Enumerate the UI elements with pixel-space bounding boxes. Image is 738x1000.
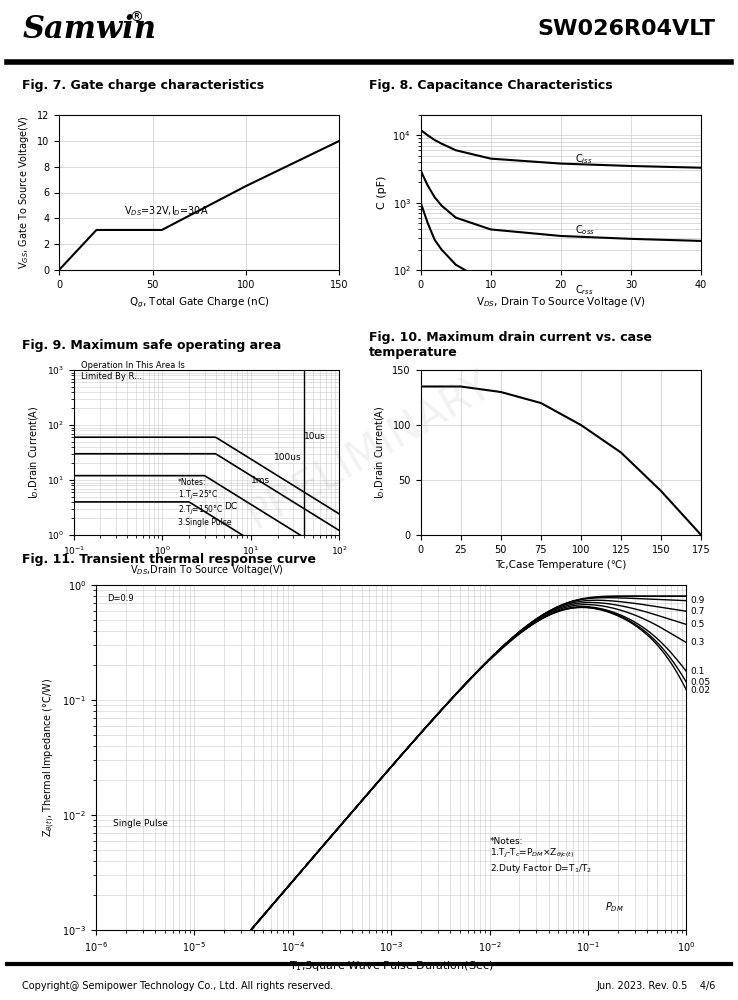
Single Pulse (627, 590, 635, 602)
Text: 1ms: 1ms (251, 476, 270, 485)
Text: Jun. 2023. Rev. 0.5    4/6: Jun. 2023. Rev. 0.5 4/6 (596, 981, 716, 991)
Text: PRELIMINARY: PRELIMINARY (239, 363, 499, 537)
Text: Fig. 11. Transient thermal response curve: Fig. 11. Transient thermal response curv… (22, 554, 316, 566)
Text: C$_{rss}$: C$_{rss}$ (575, 283, 593, 297)
Text: Fig. 10. Maximum drain current vs. case
temperature: Fig. 10. Maximum drain current vs. case … (369, 331, 652, 359)
Text: 0.02: 0.02 (691, 686, 711, 695)
Text: $P_{DM}$: $P_{DM}$ (605, 900, 624, 914)
X-axis label: Q$_g$, Total Gate Charge (nC): Q$_g$, Total Gate Charge (nC) (129, 295, 269, 310)
X-axis label: V$_{DS}$, Drain To Source Voltage (V): V$_{DS}$, Drain To Source Voltage (V) (476, 295, 646, 309)
Text: V$_{DS}$=32V,I$_D$=30A: V$_{DS}$=32V,I$_D$=30A (125, 204, 209, 218)
X-axis label: Tc,Case Temperature (℃): Tc,Case Temperature (℃) (495, 560, 627, 570)
Text: 0.9: 0.9 (691, 596, 705, 605)
Y-axis label: I$_D$,Drain Current(A): I$_D$,Drain Current(A) (373, 406, 387, 499)
Line: Single Pulse: Single Pulse (96, 596, 686, 1000)
Text: SW026R04VLT: SW026R04VLT (538, 19, 716, 39)
Single Pulse (453, 687, 462, 699)
Text: 0.7: 0.7 (691, 607, 705, 616)
Text: 0.3: 0.3 (691, 638, 705, 647)
Text: Samwin: Samwin (22, 14, 156, 45)
Text: 10us: 10us (304, 432, 326, 441)
Text: D=0.9: D=0.9 (107, 594, 134, 603)
Text: C$_{iss}$: C$_{iss}$ (575, 152, 593, 166)
Text: 100us: 100us (274, 453, 301, 462)
Text: Fig. 8. Capacitance Characteristics: Fig. 8. Capacitance Characteristics (369, 79, 613, 92)
Single Pulse (682, 590, 691, 602)
Y-axis label: I$_D$,Drain Current(A): I$_D$,Drain Current(A) (28, 406, 41, 499)
Text: 0.05: 0.05 (691, 678, 711, 687)
Single Pulse (589, 591, 598, 603)
Text: Fig. 7. Gate charge characteristics: Fig. 7. Gate charge characteristics (22, 79, 264, 92)
Y-axis label: Z$_{\theta(t)}$, Thermal Impedance (°C/W): Z$_{\theta(t)}$, Thermal Impedance (°C/W… (41, 678, 57, 837)
Single Pulse (441, 699, 450, 711)
Text: *Notes:
1.T$_J$-T$_c$=P$_{DM}$×Z$_{θjc(t)}$
2.Duty Factor D=T$_1$/T$_2$: *Notes: 1.T$_J$-T$_c$=P$_{DM}$×Z$_{θjc(t… (489, 837, 592, 875)
X-axis label: V$_{DS}$,Drain To Source Voltage(V): V$_{DS}$,Drain To Source Voltage(V) (130, 563, 283, 577)
Text: 0.5: 0.5 (691, 620, 705, 629)
Text: Operation In This Area Is
Limited By R...: Operation In This Area Is Limited By R..… (81, 361, 184, 381)
Y-axis label: C (pF): C (pF) (377, 176, 387, 209)
Single Pulse (443, 697, 452, 709)
Text: Fig. 9. Maximum safe operating area: Fig. 9. Maximum safe operating area (22, 338, 281, 352)
Text: Single Pulse: Single Pulse (113, 819, 168, 828)
Text: *Notes:
1.T$_J$=25°C
2.T$_J$=150°C
3.Single Pulse: *Notes: 1.T$_J$=25°C 2.T$_J$=150°C 3.Sin… (178, 478, 232, 527)
Text: DC: DC (224, 502, 238, 511)
Text: C$_{oss}$: C$_{oss}$ (575, 223, 595, 237)
Text: ®: ® (129, 11, 143, 25)
Text: 0.1: 0.1 (691, 667, 705, 676)
X-axis label: T$_1$,Square Wave Pulse Duration(Sec): T$_1$,Square Wave Pulse Duration(Sec) (289, 959, 494, 973)
Text: Copyright@ Semipower Technology Co., Ltd. All rights reserved.: Copyright@ Semipower Technology Co., Ltd… (22, 981, 334, 991)
Y-axis label: V$_{GS}$, Gate To Source Voltage(V): V$_{GS}$, Gate To Source Voltage(V) (18, 116, 32, 269)
